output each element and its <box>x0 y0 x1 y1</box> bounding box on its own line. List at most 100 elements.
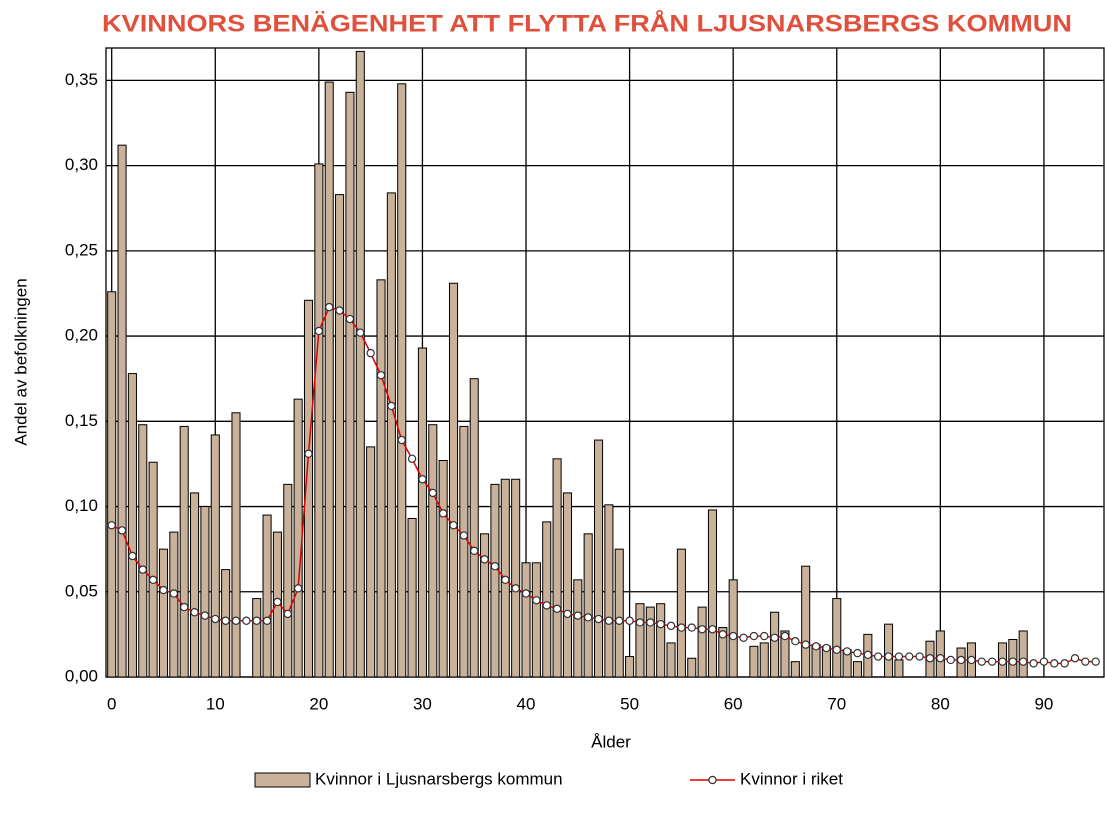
x-tick-label: 40 <box>517 694 536 713</box>
bar <box>314 163 324 678</box>
x-tick-label: 20 <box>309 694 328 713</box>
line-marker <box>884 652 893 661</box>
line-marker <box>873 652 883 661</box>
line-marker <box>760 631 769 641</box>
bar <box>697 606 707 678</box>
bar <box>625 656 635 678</box>
bar <box>200 506 210 678</box>
bar <box>252 598 262 678</box>
line-marker <box>1050 659 1059 668</box>
bar <box>210 434 220 678</box>
line-marker <box>459 531 469 540</box>
line-marker <box>863 650 873 660</box>
y-tick-label: 0,25 <box>65 240 98 259</box>
line-marker <box>190 608 199 617</box>
line-marker <box>428 488 437 498</box>
line-marker <box>811 642 821 651</box>
line-marker <box>905 652 914 661</box>
line-marker <box>853 648 862 658</box>
line-marker <box>604 616 614 625</box>
bar <box>283 483 293 678</box>
line-marker <box>635 618 645 627</box>
line-marker <box>335 306 344 315</box>
legend-marker <box>708 775 717 785</box>
line-marker <box>521 589 531 598</box>
line-marker <box>552 604 562 614</box>
line-marker <box>211 614 220 624</box>
bar <box>573 579 583 678</box>
bar <box>583 533 593 678</box>
line-marker <box>832 645 841 654</box>
line-marker <box>490 562 500 571</box>
bar <box>169 531 179 678</box>
line-marker <box>532 596 541 605</box>
x-tick-label: 70 <box>827 694 846 713</box>
line-marker <box>977 657 986 666</box>
line-marker <box>749 631 759 641</box>
bar <box>438 460 448 678</box>
bar <box>1018 630 1028 678</box>
line-marker <box>1029 659 1038 668</box>
bar <box>138 424 148 678</box>
line-marker <box>221 616 230 625</box>
y-tick-label: 0,05 <box>65 581 98 600</box>
line-marker <box>138 565 147 574</box>
bar <box>635 603 645 678</box>
bar <box>780 630 790 678</box>
bar <box>593 439 604 678</box>
legend-swatch <box>254 772 311 788</box>
line-marker <box>1008 657 1018 666</box>
bar <box>262 514 272 678</box>
bar <box>397 83 407 678</box>
y-tick-label: 0,00 <box>65 666 98 685</box>
x-tick-label: 30 <box>413 694 432 713</box>
bar <box>656 603 666 678</box>
bar <box>511 478 521 678</box>
bar <box>666 642 676 678</box>
line-marker <box>242 616 251 625</box>
bar <box>158 548 169 678</box>
bar <box>148 461 158 678</box>
line-marker <box>304 449 313 458</box>
line-marker <box>594 614 603 624</box>
y-tick-label: 0,35 <box>65 70 98 89</box>
line-marker <box>397 435 406 445</box>
line-marker <box>200 611 210 620</box>
line-marker <box>615 616 624 625</box>
chart-title: KVINNORS BENÄGENHET ATT FLYTTA FRÅN LJUS… <box>102 9 1072 37</box>
line-marker <box>780 631 790 641</box>
y-tick-label: 0,20 <box>65 326 98 345</box>
bar <box>366 446 376 678</box>
bar <box>469 378 479 678</box>
line-marker <box>128 551 137 561</box>
line-marker <box>159 585 168 595</box>
line-marker <box>718 630 728 639</box>
y-axis-label: Andel av befolkningen <box>11 278 30 445</box>
line-marker <box>583 613 593 622</box>
bar <box>407 517 417 678</box>
bar <box>417 347 427 678</box>
bar <box>490 483 500 678</box>
y-tick-label: 0,30 <box>65 155 98 174</box>
bar <box>293 398 303 678</box>
bar <box>521 562 531 678</box>
bar <box>801 565 811 678</box>
line-marker <box>117 526 127 535</box>
line-marker <box>1081 657 1090 666</box>
bar <box>324 81 334 678</box>
x-tick-label: 50 <box>620 694 639 713</box>
line-marker <box>666 621 676 631</box>
line-marker <box>967 655 976 665</box>
line-marker <box>293 584 303 593</box>
line-marker <box>573 611 583 620</box>
line-marker <box>356 328 365 337</box>
line-marker <box>791 637 800 646</box>
line-marker <box>998 657 1007 666</box>
line-marker <box>262 616 272 625</box>
x-axis-label: Ålder <box>591 732 631 751</box>
line-marker <box>407 454 417 464</box>
bar <box>884 623 894 678</box>
line-marker <box>231 616 241 625</box>
line-marker <box>387 401 396 411</box>
line-marker <box>956 655 966 665</box>
